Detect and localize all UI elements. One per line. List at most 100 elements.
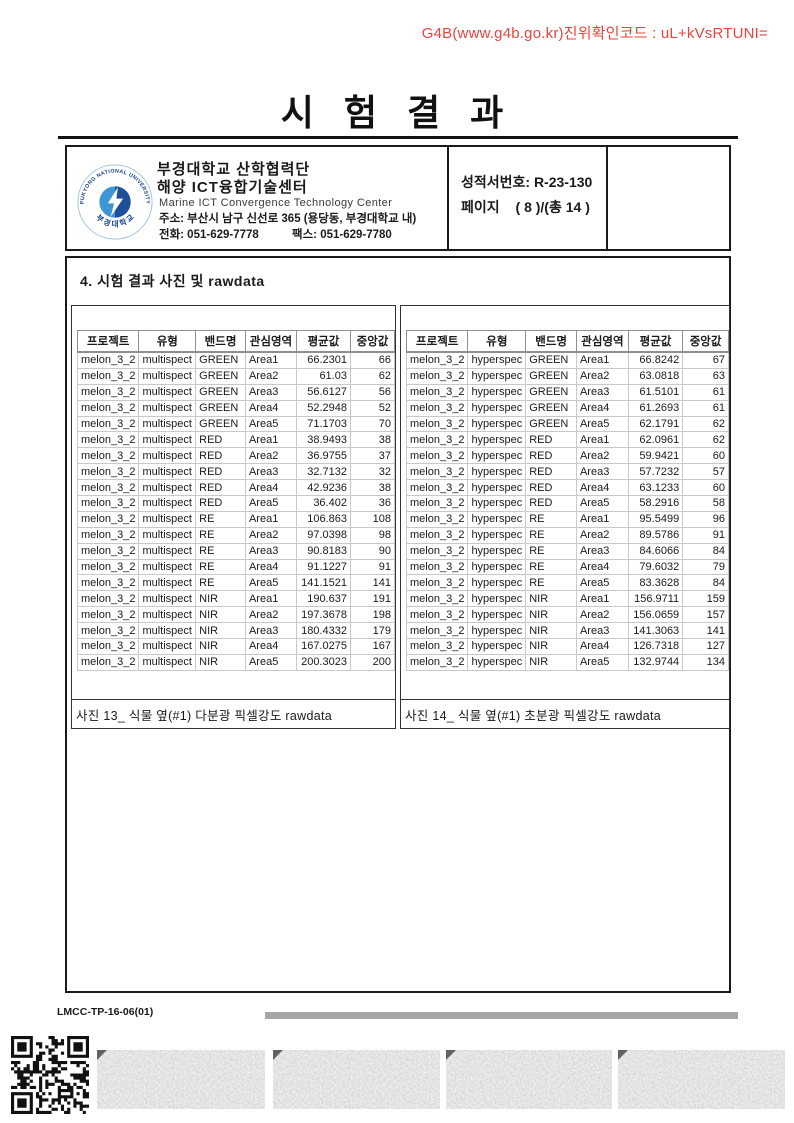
org-name-english: Marine ICT Convergence Technology Center (159, 197, 393, 209)
table-cell: NIR (525, 653, 577, 671)
table-cell: RED (525, 495, 577, 512)
table-cell: melon_3_2 (405, 351, 469, 369)
table-cell: melon_3_2 (76, 383, 140, 401)
table-cell: GREEN (525, 351, 577, 369)
table-cell: RED (525, 431, 577, 449)
table-cell: multispect (138, 479, 197, 497)
table-cell: hyperspec (467, 526, 527, 544)
table-cell: Area1 (244, 590, 297, 608)
table-row: melon_3_2 hyperspec NIR Area5 132.9744 134 (405, 653, 729, 671)
table-cell: 84 (682, 542, 729, 560)
table-cell: 90.8183 (295, 542, 351, 560)
table-cell: 36.402 (295, 495, 351, 512)
table-cell: 59.9421 (627, 447, 684, 465)
table-cell: 96 (682, 510, 729, 528)
watermark-corner-mark (97, 1050, 107, 1060)
rawdata-panel-multispectral: 프로젝트 유형 밴드명 관심영역 평균값 중앙값 melon_3_2 multispect GR… (71, 305, 396, 729)
table-cell: 67 (682, 351, 729, 369)
table-cell: 63.1233 (627, 479, 684, 497)
table-cell: multispect (138, 495, 197, 512)
table-cell: 62 (682, 431, 729, 449)
table-cell: 61 (682, 399, 729, 417)
column-header: 평균값 (295, 330, 351, 353)
table-cell: Area1 (244, 510, 297, 528)
table-cell: RED (195, 447, 246, 465)
table-cell: GREEN (195, 415, 246, 433)
table-cell: melon_3_2 (76, 399, 140, 417)
table-cell: Area4 (575, 558, 629, 576)
table-cell: multispect (138, 622, 197, 640)
table-cell: 56 (349, 383, 396, 401)
table-cell: multispect (138, 367, 197, 385)
org-contact: 전화: 051-629-7778 팩스: 051-629-7780 (159, 226, 392, 242)
org-phone: 전화: 051-629-7778 (159, 229, 259, 241)
table-cell: melon_3_2 (405, 415, 469, 433)
table-row: melon_3_2 hyperspec RE Area3 84.6066 84 (405, 542, 729, 560)
table-cell: 60 (682, 479, 729, 497)
table-row: melon_3_2 multispect RED Area2 36.9755 37 (76, 447, 396, 465)
table-cell: NIR (525, 606, 577, 624)
table-cell: hyperspec (467, 542, 527, 560)
university-logo-icon: PUKYONG NATIONAL UNIVERSITY 부 경 대 학 교 (77, 164, 153, 240)
table-cell: NIR (195, 638, 246, 655)
table-cell: melon_3_2 (76, 351, 140, 369)
table-cell: RE (525, 526, 577, 544)
table-cell: NIR (525, 590, 577, 608)
qr-code-icon (11, 1036, 89, 1114)
table-row: melon_3_2 hyperspec RE Area4 79.6032 79 (405, 558, 729, 576)
table-cell: melon_3_2 (405, 590, 469, 608)
table-cell: 141.3063 (627, 622, 684, 640)
table-cell: melon_3_2 (76, 606, 140, 624)
watermark-corner-mark (618, 1050, 628, 1060)
table-cell: 159 (682, 590, 729, 608)
table-row: melon_3_2 multispect GREEN Area1 66.2301 66 (76, 351, 396, 369)
table-cell: melon_3_2 (76, 638, 140, 655)
table-row: melon_3_2 multispect RE Area3 90.8183 90 (76, 542, 396, 560)
column-header: 유형 (467, 330, 527, 353)
table-row: melon_3_2 multispect RE Area4 91.1227 91 (76, 558, 396, 576)
table-cell: melon_3_2 (405, 367, 469, 385)
table-cell: Area4 (575, 638, 629, 655)
table-cell: 36 (349, 495, 396, 512)
table-row: melon_3_2 multispect RED Area5 36.402 36 (76, 495, 396, 512)
table-cell: RE (195, 558, 246, 576)
table-cell: Area3 (244, 542, 297, 560)
table-cell: melon_3_2 (76, 510, 140, 528)
table-cell: GREEN (195, 367, 246, 385)
table-row: melon_3_2 hyperspec GREEN Area5 62.1791 62 (405, 415, 729, 433)
table-cell: hyperspec (467, 590, 527, 608)
table-cell: 60 (682, 447, 729, 465)
table-cell: 52.2948 (295, 399, 351, 417)
table-cell: 62 (682, 415, 729, 433)
table-cell: 89.5786 (627, 526, 684, 544)
page-value: ( 8 )/(총 14 ) (515, 199, 590, 215)
column-header: 밴드명 (195, 330, 246, 353)
table-cell: multispect (138, 510, 197, 528)
header-divider-2 (606, 147, 608, 249)
table-cell: RE (195, 574, 246, 592)
table-cell: melon_3_2 (405, 463, 469, 481)
org-address: 주소: 부산시 남구 신선로 365 (용당동, 부경대학교 내) (159, 213, 417, 225)
column-header: 관심영역 (575, 330, 629, 353)
table-cell: 95.5499 (627, 510, 684, 528)
table-row: melon_3_2 hyperspec GREEN Area3 61.5101 61 (405, 383, 729, 401)
table-cell: RE (525, 558, 577, 576)
table-cell: NIR (195, 653, 246, 671)
table-cell: 180.4332 (295, 622, 351, 640)
table-row: melon_3_2 hyperspec RED Area3 57.7232 57 (405, 463, 729, 481)
table-cell: Area5 (575, 653, 629, 671)
table-cell: GREEN (195, 383, 246, 401)
header-divider-1 (447, 147, 449, 249)
table-cell: 52 (349, 399, 396, 417)
table-cell: 167 (349, 638, 396, 655)
table-cell: melon_3_2 (405, 558, 469, 576)
table-cell: GREEN (525, 383, 577, 401)
table-cell: multispect (138, 638, 197, 655)
table-row: melon_3_2 multispect GREEN Area3 56.6127 56 (76, 383, 396, 401)
table-cell: 141 (682, 622, 729, 640)
table-cell: multispect (138, 399, 197, 417)
table-cell: Area2 (575, 606, 629, 624)
column-header: 중앙값 (349, 330, 396, 353)
table-cell: 32 (349, 463, 396, 481)
table-cell: hyperspec (467, 606, 527, 624)
